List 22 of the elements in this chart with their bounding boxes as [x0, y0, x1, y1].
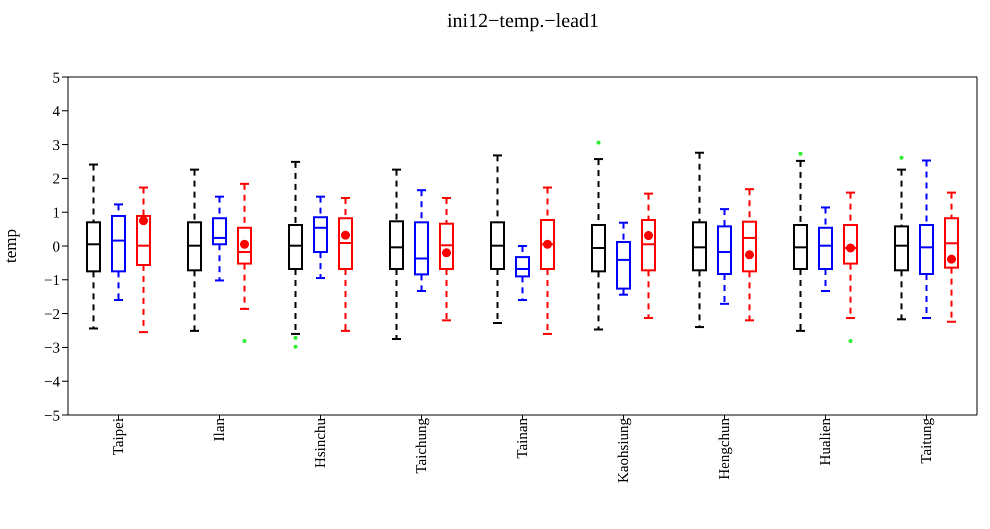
y-tick-label: −1: [44, 273, 60, 290]
y-tick-label: 4: [52, 104, 60, 120]
y-tick-label: −3: [44, 340, 60, 357]
x-tick-label: Hualien: [818, 418, 834, 466]
x-tick-label: Tainan: [515, 418, 532, 459]
y-tick-label: −5: [44, 408, 60, 424]
y-tick-label: 2: [52, 172, 60, 188]
x-tick-label: Hengchun: [717, 418, 734, 480]
chart-title: ini12−temp.−lead1: [446, 10, 600, 33]
y-tick-label: −2: [44, 306, 60, 323]
x-tick-label: Kaohsiung: [616, 418, 632, 483]
y-axis-title: temp: [1, 229, 20, 263]
y-tick-label: 0: [52, 239, 60, 256]
x-tick-label: Hsinchu: [313, 418, 330, 468]
y-tick-label: 5: [52, 70, 60, 86]
x-tick-label: Taipei: [111, 418, 128, 456]
y-tick-label: 3: [52, 138, 60, 154]
x-tick-label: Taitung: [919, 418, 936, 464]
x-tick-label: Ilan: [212, 418, 228, 442]
y-tick-label: −4: [44, 374, 60, 391]
x-tick-label: Taichung: [414, 418, 430, 474]
y-tick-label: 1: [52, 206, 60, 222]
